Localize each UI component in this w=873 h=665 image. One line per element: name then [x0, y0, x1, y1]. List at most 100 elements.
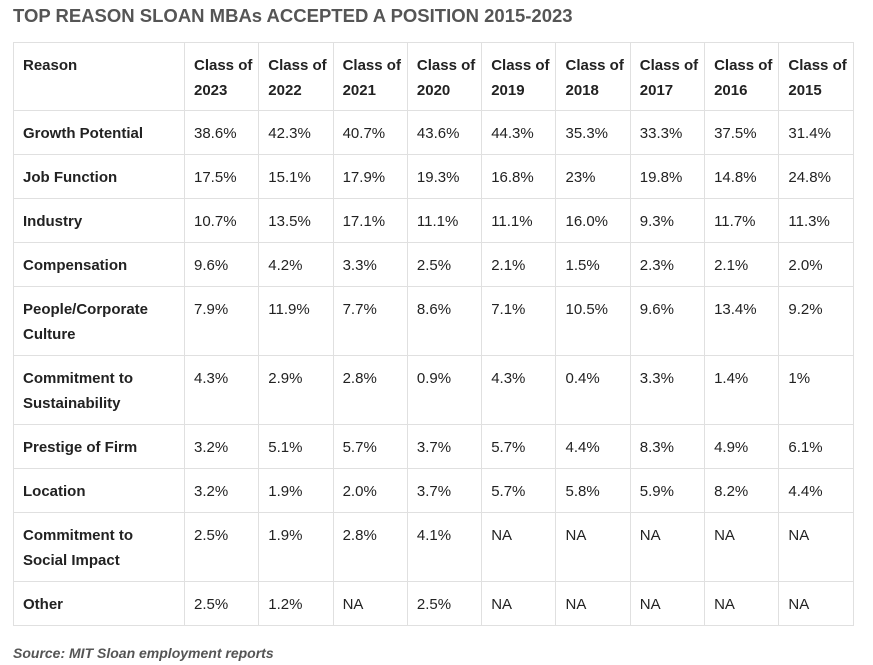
table-row: Growth Potential 38.6% 42.3% 40.7% 43.6% 44.3…: [13, 110, 854, 155]
column-header: Class of 2018: [555, 42, 631, 111]
cell: 1.9%: [258, 512, 334, 582]
table-row: Job Function 17.5% 15.1% 17.9% 19.3% 16.8% 23%…: [13, 154, 854, 199]
cell: 24.8%: [778, 154, 854, 199]
cell: 13.5%: [258, 198, 334, 243]
cell: 7.9%: [183, 286, 260, 356]
cell: 5.8%: [555, 468, 631, 513]
table-row: Compensation 9.6% 4.2% 3.3% 2.5% 2.1% 1.5% 2.3%…: [13, 242, 854, 287]
cell: 9.6%: [629, 286, 706, 356]
cell: 38.6%: [183, 110, 260, 155]
cell: 42.3%: [258, 110, 334, 155]
cell: 19.3%: [406, 154, 483, 199]
cell: 1.4%: [704, 355, 780, 425]
cell: 8.6%: [406, 286, 483, 356]
cell: 0.4%: [555, 355, 631, 425]
cell: 19.8%: [629, 154, 706, 199]
table-row: Commitment to Social Impact 2.5% 1.9% 2.8% 4…: [13, 512, 854, 582]
title: TOP REASON SLOAN MBAs ACCEPTED A POSITIO…: [13, 5, 573, 26]
cell: 11.1%: [406, 198, 483, 243]
cell: NA: [704, 512, 780, 582]
cell: 4.2%: [258, 242, 334, 287]
cell: 16.8%: [481, 154, 557, 199]
data-table: Reason Class of 2023 Class of 2022 Class of…: [13, 42, 854, 626]
cell: 11.3%: [778, 198, 854, 243]
column-header: Class of 2017: [629, 42, 706, 111]
cell: 3.7%: [406, 468, 483, 513]
cell: 17.1%: [332, 198, 408, 243]
cell: 2.8%: [332, 512, 408, 582]
column-header: Class of 2020: [406, 42, 483, 111]
cell: 5.7%: [481, 424, 557, 469]
cell: NA: [629, 512, 706, 582]
cell: 17.9%: [332, 154, 408, 199]
cell: 4.4%: [778, 468, 854, 513]
cell: 1.2%: [258, 581, 334, 626]
cell: 2.8%: [332, 355, 408, 425]
cell: 5.9%: [629, 468, 706, 513]
cell: 31.4%: [778, 110, 854, 155]
cell: NA: [778, 581, 854, 626]
cell: 17.5%: [183, 154, 260, 199]
cell: 5.7%: [332, 424, 408, 469]
column-header: Class of 2016: [704, 42, 780, 111]
table-body: Growth Potential 38.6% 42.3% 40.7% 43.6% 44.3…: [13, 110, 854, 626]
cell: 2.0%: [778, 242, 854, 287]
cell: 44.3%: [481, 110, 557, 155]
cell: NA: [555, 512, 631, 582]
cell: 2.5%: [406, 581, 483, 626]
cell: 1%: [778, 355, 854, 425]
table-row: Prestige of Firm 3.2% 5.1% 5.7% 3.7% 5.7% 4.4%…: [13, 424, 854, 469]
cell: NA: [555, 581, 631, 626]
cell: 23%: [555, 154, 631, 199]
column-header: Class of 2019: [481, 42, 557, 111]
cell: 3.2%: [183, 424, 260, 469]
cell: 11.9%: [258, 286, 334, 356]
cell: 16.0%: [555, 198, 631, 243]
row-label: Prestige of Firm: [13, 424, 185, 469]
cell: 3.7%: [406, 424, 483, 469]
cell: 2.0%: [332, 468, 408, 513]
cell: 9.3%: [629, 198, 706, 243]
cell: 4.9%: [704, 424, 780, 469]
row-label: Industry: [13, 198, 185, 243]
cell: 0.9%: [406, 355, 483, 425]
cell: 4.1%: [406, 512, 483, 582]
row-label: Commitment to Social Impact: [13, 512, 185, 582]
row-label: People/Corporate Culture: [13, 286, 185, 356]
cell: 11.1%: [481, 198, 557, 243]
cell: 2.1%: [704, 242, 780, 287]
cell: 3.2%: [183, 468, 260, 513]
cell: 2.5%: [183, 581, 260, 626]
row-label: Commitment to Sustainability: [13, 355, 185, 425]
cell: 7.7%: [332, 286, 408, 356]
column-header: Class of 2021: [332, 42, 408, 111]
table-row: Location 3.2% 1.9% 2.0% 3.7% 5.7% 5.8% 5.9% 8.2%…: [13, 468, 854, 513]
cell: 15.1%: [258, 154, 334, 199]
cell: 2.3%: [629, 242, 706, 287]
cell: 6.1%: [778, 424, 854, 469]
cell: 4.3%: [183, 355, 260, 425]
row-label: Compensation: [13, 242, 185, 287]
table-row: Commitment to Sustainability 4.3% 2.9% 2.8%…: [13, 355, 854, 425]
cell: 35.3%: [555, 110, 631, 155]
cell: NA: [332, 581, 408, 626]
cell: 43.6%: [406, 110, 483, 155]
cell: 2.5%: [183, 512, 260, 582]
row-label: Location: [13, 468, 185, 513]
table-row: People/Corporate Culture 7.9% 11.9% 7.7% 8.6…: [13, 286, 854, 356]
cell: NA: [481, 581, 557, 626]
cell: 1.5%: [555, 242, 631, 287]
cell: 9.6%: [183, 242, 260, 287]
cell: 3.3%: [332, 242, 408, 287]
cell: 11.7%: [704, 198, 780, 243]
column-header: Class of 2022: [258, 42, 334, 111]
cell: 8.2%: [704, 468, 780, 513]
source-note: Source: MIT Sloan employment reports: [13, 645, 274, 661]
cell: 37.5%: [704, 110, 780, 155]
cell: 8.3%: [629, 424, 706, 469]
cell: 5.1%: [258, 424, 334, 469]
cell: NA: [481, 512, 557, 582]
column-header: Class of 2023: [183, 42, 260, 111]
table-row: Other 2.5% 1.2% NA 2.5% NA NA NA NA NA: [13, 581, 854, 626]
